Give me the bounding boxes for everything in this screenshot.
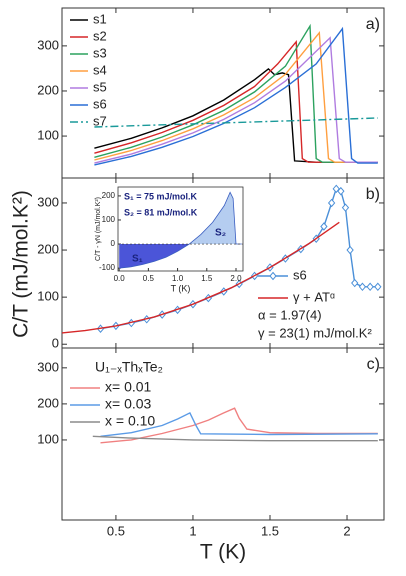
data-point	[366, 282, 374, 292]
data-point	[327, 198, 336, 208]
plot-frame	[61, 7, 385, 179]
annotation: γ = 23(1) mJ/mol.K²	[258, 325, 372, 340]
panel: 100 200 300 0.5 1 1.5 2 c) U₁₋ₓThₓTe₂ x= 0.01x= 0…	[37, 347, 385, 564]
x-tick-label: 2.0	[230, 274, 242, 283]
annotation: S₁ = 75 mJ/mol.K	[124, 191, 198, 201]
legend-label: s5	[93, 79, 107, 94]
panel-label: c)	[367, 356, 380, 373]
annotation: S₁	[132, 254, 143, 265]
data-line	[94, 36, 378, 164]
x-tick-label: 1.5	[201, 274, 213, 283]
legend-title: U₁₋ₓThₓTe₂	[95, 359, 163, 375]
legend-label: s1	[93, 11, 107, 26]
data-point	[320, 222, 328, 231]
data-point	[337, 186, 345, 196]
legend-label: γ + ATᵅ	[293, 289, 335, 304]
y-axis-label: C/T (mJ/mol.K²)	[10, 190, 33, 338]
annotation: S₂	[215, 228, 226, 239]
x-tick-label: 0.5	[143, 274, 155, 283]
annotation: α = 1.97(4)	[258, 307, 322, 322]
y-tick-label: 100	[37, 431, 59, 446]
legend-label: s2	[93, 28, 107, 43]
y-tick-label: 100	[37, 128, 59, 143]
y-tick-label: 100	[37, 289, 59, 304]
data-point	[358, 282, 367, 292]
data-line	[94, 39, 378, 163]
panel-label: b)	[366, 186, 380, 203]
data-point	[346, 245, 354, 255]
data-line	[94, 67, 378, 163]
data-line	[94, 30, 378, 163]
y-tick-label: 200	[37, 82, 59, 97]
area-negative	[119, 244, 242, 269]
inset: -100 0 100 200 0.0 0.5 1.0 1.5 2.0 T (K) C/T - γN …	[95, 186, 244, 293]
area-edge	[119, 191, 242, 269]
legend-label: x = 0.10	[105, 413, 155, 429]
x-tick-label: 2	[343, 523, 350, 538]
legend-label: s6	[293, 267, 307, 282]
legend-label: s4	[93, 62, 107, 77]
legend-marker	[269, 271, 277, 281]
x-tick-label: 1.5	[261, 523, 279, 538]
x-tick-label: 1.0	[172, 274, 184, 283]
y-axis-label: C/T - γN (mJ/mol.K²)	[95, 197, 102, 261]
legend-label: s3	[93, 45, 107, 60]
y-tick-label: 300	[37, 194, 59, 209]
data-line	[94, 23, 378, 163]
data-line	[62, 221, 340, 334]
y-tick-label: -100	[99, 263, 116, 272]
y-tick-label: 200	[37, 241, 59, 256]
data-line	[94, 26, 378, 166]
y-tick-label: 300	[37, 359, 59, 374]
legend-label: s7	[93, 113, 107, 128]
data-line	[94, 117, 378, 128]
panel: 100 200 300 a) s1 s2 s3 s4 s5 s6 s7	[37, 7, 385, 179]
y-tick-label: 0	[111, 239, 116, 248]
x-axis-label: T (K)	[171, 283, 191, 293]
panel-label: a)	[366, 16, 380, 33]
y-tick-label: 200	[37, 395, 59, 410]
annotation: S₂ = 81 mJ/mol.K	[124, 207, 198, 217]
y-tick-label: 100	[102, 215, 116, 224]
y-tick-label: 300	[37, 37, 59, 52]
legend-label: s6	[93, 96, 107, 111]
y-tick-label: 0	[52, 336, 59, 351]
data-line	[100, 407, 378, 444]
data-line	[92, 435, 378, 442]
x-tick-label: 0.5	[107, 523, 125, 538]
x-axis-label: T (K)	[200, 541, 246, 564]
legend-label: x= 0.01	[105, 379, 152, 395]
data-point	[374, 282, 382, 292]
x-tick-label: 0.0	[114, 274, 126, 283]
x-tick-label: 1	[189, 523, 196, 538]
data-point	[341, 203, 350, 212]
y-tick-label: 200	[102, 191, 116, 200]
legend-label: x= 0.03	[105, 396, 152, 412]
data-point	[351, 278, 359, 288]
data-line	[100, 411, 378, 437]
